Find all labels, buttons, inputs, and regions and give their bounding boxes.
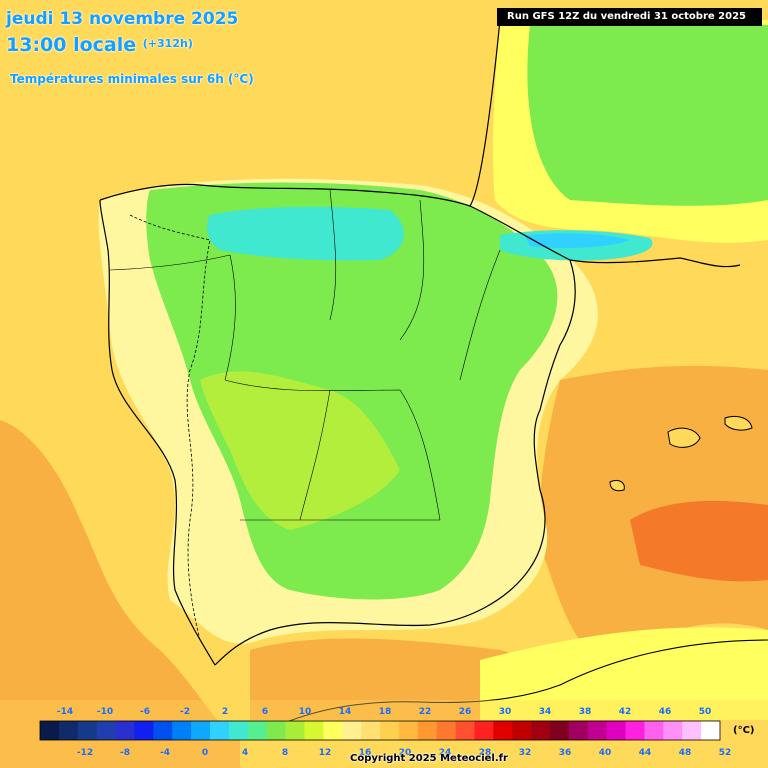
legend-swatch [701,721,721,740]
legend-swatch [210,721,230,740]
iberia-coastline [99,19,741,666]
legend-frame [39,720,721,741]
legend-bottom-label: 48 [679,748,692,758]
legend-top-label: -10 [97,707,113,717]
legend-swatch [304,721,324,740]
legend-swatch [153,721,173,740]
copyright-notice: Copyright 2025 Meteociel.fr [350,753,508,764]
cantabria-cold-zone [207,206,404,261]
legend-bottom-label: 4 [242,748,248,758]
legend-swatch [96,721,116,740]
legend-swatch [228,721,249,740]
legend-swatch [474,721,494,740]
atlantic-warm-zone [0,420,240,768]
legend-bottom-label: 36 [559,748,572,758]
legend-top-label: -2 [180,707,190,717]
legend-top-label: 6 [262,707,268,717]
france-cold-zone [527,21,768,206]
balearic-islands [609,415,753,492]
legend-swatch [58,721,79,740]
legend-bottom-label: -4 [160,748,170,758]
legend-bottom-label: 52 [719,748,732,758]
legend-swatch [361,721,381,740]
iberia-lime-zone [200,371,400,530]
alboran-warm-zone [250,638,548,720]
legend-top-label: -14 [57,707,73,717]
forecast-offset: (+312h) [142,37,193,50]
legend-swatch [172,721,192,740]
legend-top-label: 14 [339,707,352,717]
legend-bottom-label: 24 [439,748,452,758]
iberia-green-core [146,182,558,600]
legend-swatch [644,721,664,740]
legend-swatch [531,721,551,740]
legend-swatch [380,721,400,740]
legend-top-label: 18 [379,707,392,717]
africa-coastline [249,639,768,741]
legend-swatch [77,721,97,740]
africa-cool-zone [480,627,768,720]
legend-bottom-label: 0 [202,748,208,758]
legend-swatch [625,721,645,740]
legend-swatch [323,721,343,740]
legend-swatch [493,721,513,740]
legend-bottom-label: -12 [77,748,93,758]
legend-swatch [550,721,570,740]
legend-swatch [455,721,475,740]
legend-swatch [436,721,456,740]
legend-swatch [247,721,267,740]
region-borders [109,189,501,521]
legend-bottom-label: 12 [319,748,332,758]
legend-top-label: -6 [140,707,150,717]
legend-bottom-label: 40 [599,748,612,758]
legend-swatch [663,721,683,740]
legend-swatch [191,721,211,740]
legend-top-label: 10 [299,707,312,717]
portugal-border [129,214,211,641]
legend-bottom-label: 28 [479,748,492,758]
legend-swatch [417,721,437,740]
map-subtitle: Températures minimales sur 6h (°C) [10,72,254,86]
legend-top-label: 30 [499,707,512,717]
legend-swatch [682,721,702,740]
legend-swatch [512,721,532,740]
mediterranean-hot-zone [630,500,768,582]
legend-swatch [398,721,419,740]
model-run-label: Run GFS 12Z du vendredi 31 octobre 2025 [497,8,762,26]
legend-swatch [606,721,626,740]
legend-bottom-label: 44 [639,748,652,758]
legend-top-label: 38 [579,707,592,717]
legend-swatch [115,721,135,740]
legend-bottom-label: -8 [120,748,130,758]
legend-swatch [134,721,154,740]
legend-top-label: 22 [419,707,432,717]
legend-top-label: 26 [459,707,472,717]
legend-top-label: 34 [539,707,552,717]
legend-bottom-label: 8 [282,748,288,758]
legend-swatch [587,721,607,740]
legend-top-label: 2 [222,707,228,717]
forecast-time: 13:00 locale (+312h) [6,34,193,56]
legend-top-label: 42 [619,707,632,717]
legend-swatch [342,721,362,740]
legend-unit: (°C) [733,725,755,736]
forecast-local-time: 13:00 locale [6,34,137,56]
pyrenees-freezing-zone [525,233,630,248]
legend-top-label: 46 [659,707,672,717]
legend-swatch [568,721,589,740]
legend-top-label: 50 [699,707,712,717]
legend-swatch [266,721,286,740]
forecast-date: jeudi 13 novembre 2025 [6,9,239,29]
legend-swatch [40,721,60,740]
legend-swatch [285,721,305,740]
legend-bottom-label: 16 [359,748,372,758]
legend-bottom-label: 32 [519,748,532,758]
legend-bottom-label: 20 [399,748,412,758]
temperature-legend: -14 -10 -6 -2 2 6 10 14 18 22 26 30 34 38 42 46 50-12 -8-… [0,700,768,768]
